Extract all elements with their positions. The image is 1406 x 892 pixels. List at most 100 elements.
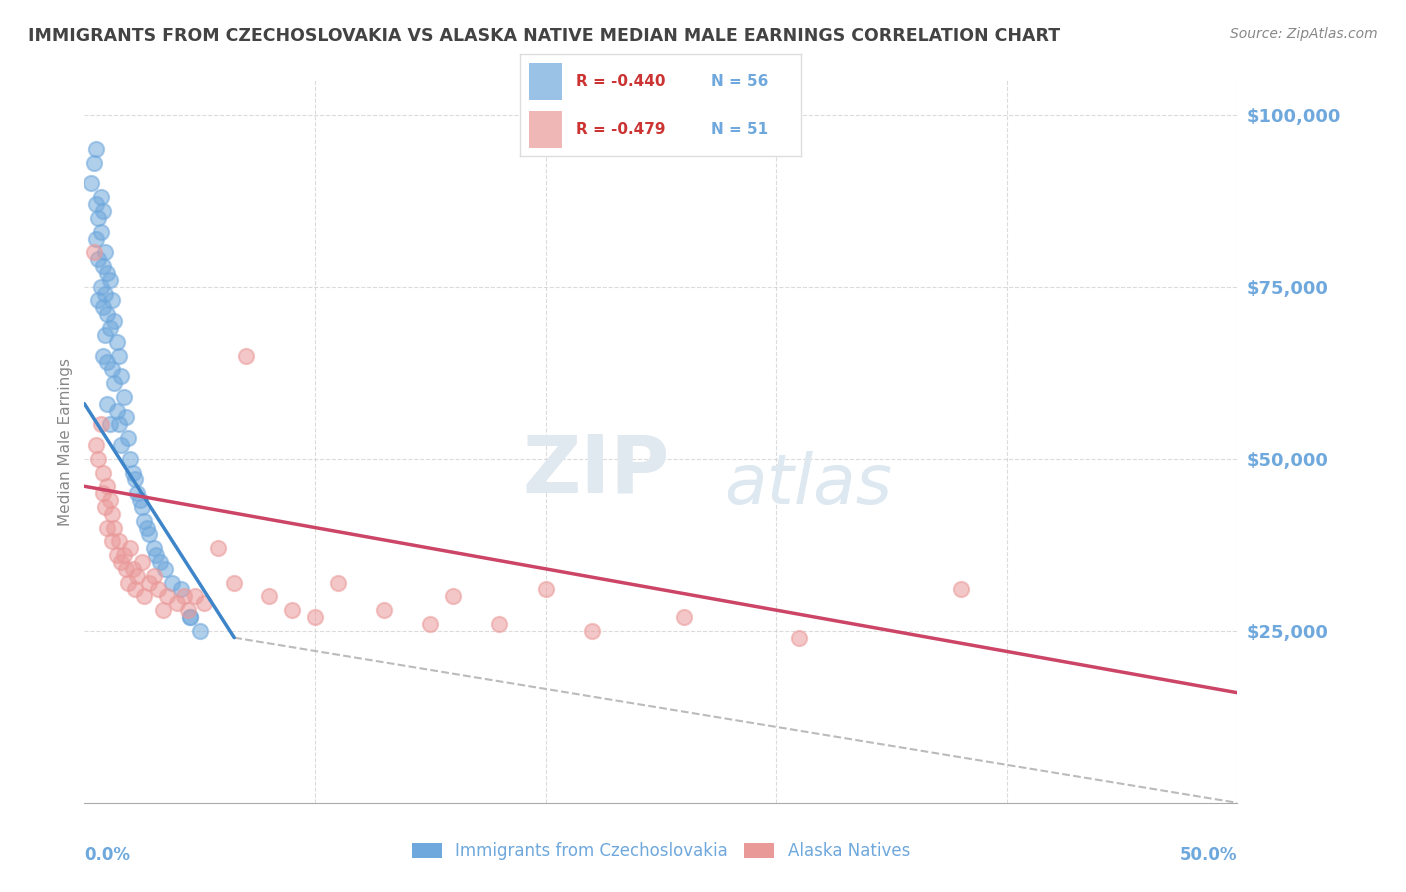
Point — [112, 390, 135, 404]
Point — [84, 197, 107, 211]
Point — [581, 624, 603, 638]
Point — [89, 225, 111, 239]
Point — [124, 582, 146, 597]
Point — [98, 493, 121, 508]
Y-axis label: Median Male Earnings: Median Male Earnings — [58, 358, 73, 525]
Point — [103, 376, 125, 390]
Point — [110, 438, 132, 452]
Point — [138, 575, 160, 590]
Point — [152, 603, 174, 617]
Point — [83, 156, 105, 170]
Text: N = 56: N = 56 — [711, 74, 769, 88]
Point — [419, 616, 441, 631]
Point — [91, 259, 114, 273]
Point — [103, 520, 125, 534]
Point — [96, 520, 118, 534]
Point — [142, 541, 165, 556]
Point — [145, 548, 167, 562]
Point — [184, 590, 207, 604]
Point — [83, 245, 105, 260]
Point — [131, 500, 153, 514]
Point — [98, 273, 121, 287]
Point — [91, 349, 114, 363]
Point — [80, 177, 103, 191]
Point — [115, 410, 138, 425]
Point — [108, 349, 131, 363]
Point — [91, 301, 114, 315]
Point — [179, 610, 201, 624]
Point — [84, 142, 107, 156]
Point — [224, 575, 246, 590]
Text: R = -0.479: R = -0.479 — [576, 122, 666, 137]
FancyBboxPatch shape — [529, 62, 562, 100]
Text: atlas: atlas — [724, 451, 893, 518]
Text: 50.0%: 50.0% — [1180, 847, 1237, 864]
Point — [98, 321, 121, 335]
Point — [105, 548, 128, 562]
Point — [179, 610, 201, 624]
Point — [89, 279, 111, 293]
Point — [98, 417, 121, 432]
Point — [89, 190, 111, 204]
Point — [121, 562, 143, 576]
Point — [101, 362, 124, 376]
Point — [281, 603, 304, 617]
Point — [94, 500, 117, 514]
Point — [138, 527, 160, 541]
Point — [441, 590, 464, 604]
Point — [672, 610, 695, 624]
Point — [787, 631, 810, 645]
Point — [134, 514, 156, 528]
Point — [949, 582, 972, 597]
Point — [101, 534, 124, 549]
Point — [117, 431, 139, 445]
Point — [534, 582, 557, 597]
Point — [120, 451, 142, 466]
Text: Source: ZipAtlas.com: Source: ZipAtlas.com — [1230, 27, 1378, 41]
Point — [96, 307, 118, 321]
Point — [166, 596, 188, 610]
Point — [94, 327, 117, 342]
Point — [89, 417, 111, 432]
Point — [103, 314, 125, 328]
Point — [117, 575, 139, 590]
Point — [193, 596, 215, 610]
Point — [488, 616, 510, 631]
Point — [121, 466, 143, 480]
Point — [87, 293, 110, 308]
Point — [127, 568, 149, 582]
Point — [235, 349, 257, 363]
Text: 0.0%: 0.0% — [84, 847, 131, 864]
Point — [101, 507, 124, 521]
Point — [94, 286, 117, 301]
Text: N = 51: N = 51 — [711, 122, 769, 137]
Point — [124, 472, 146, 486]
Point — [115, 562, 138, 576]
Point — [87, 451, 110, 466]
Point — [84, 438, 107, 452]
Point — [91, 204, 114, 219]
Point — [373, 603, 395, 617]
Point — [91, 486, 114, 500]
Point — [304, 610, 326, 624]
Point — [94, 245, 117, 260]
Point — [110, 369, 132, 384]
Legend: Immigrants from Czechoslovakia, Alaska Natives: Immigrants from Czechoslovakia, Alaska N… — [405, 836, 917, 867]
Point — [110, 555, 132, 569]
Point — [326, 575, 349, 590]
Point — [153, 562, 176, 576]
Point — [149, 555, 172, 569]
Text: IMMIGRANTS FROM CZECHOSLOVAKIA VS ALASKA NATIVE MEDIAN MALE EARNINGS CORRELATION: IMMIGRANTS FROM CZECHOSLOVAKIA VS ALASKA… — [28, 27, 1060, 45]
Point — [257, 590, 280, 604]
Text: R = -0.440: R = -0.440 — [576, 74, 666, 88]
Point — [96, 397, 118, 411]
Text: ZIP: ZIP — [523, 432, 669, 509]
FancyBboxPatch shape — [529, 111, 562, 148]
Point — [207, 541, 229, 556]
Point — [160, 575, 183, 590]
Point — [134, 590, 156, 604]
Point — [101, 293, 124, 308]
Point — [112, 548, 135, 562]
Point — [87, 211, 110, 225]
Point — [142, 568, 165, 582]
